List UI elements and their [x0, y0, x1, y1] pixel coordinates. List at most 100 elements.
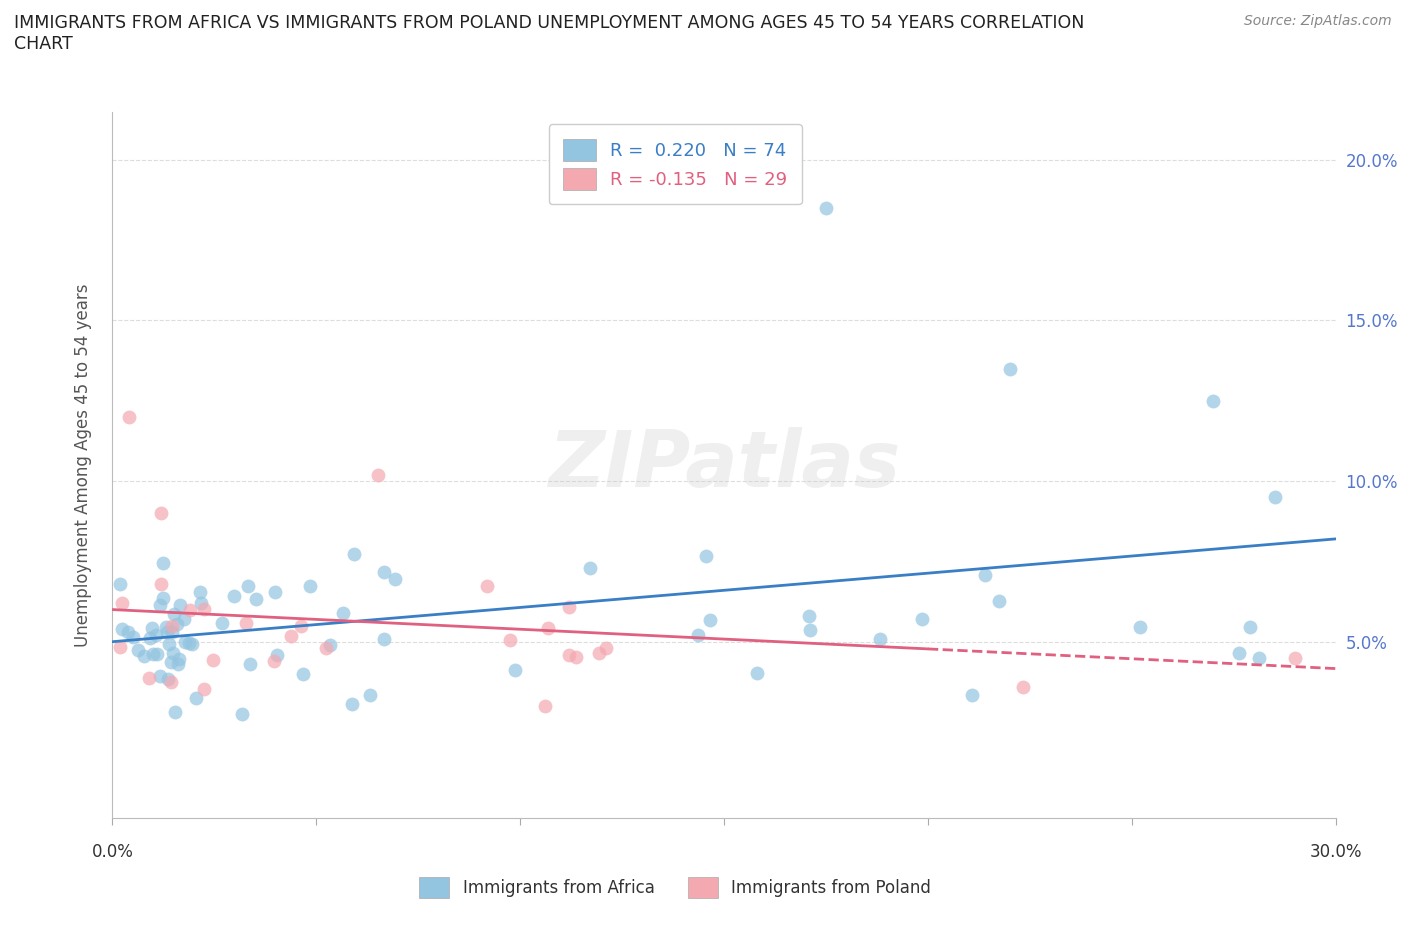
Point	[332, 605, 354, 620]
Point	[235, 616, 257, 631]
Point	[160, 625, 183, 640]
Point	[1227, 645, 1250, 660]
Point	[162, 646, 184, 661]
Point	[1129, 620, 1152, 635]
Point	[156, 624, 179, 639]
Point	[108, 577, 131, 591]
Point	[499, 633, 522, 648]
Point	[815, 201, 838, 216]
Point	[315, 641, 337, 656]
Point	[264, 584, 287, 599]
Point	[190, 596, 212, 611]
Point	[156, 671, 179, 686]
Point	[141, 620, 163, 635]
Point	[193, 682, 215, 697]
Point	[960, 687, 983, 702]
Point	[299, 578, 322, 593]
Point	[202, 653, 225, 668]
Point	[149, 669, 172, 684]
Point	[340, 697, 363, 711]
Point	[118, 409, 141, 424]
Point	[165, 705, 187, 720]
Point	[167, 657, 190, 671]
Text: Source: ZipAtlas.com: Source: ZipAtlas.com	[1244, 14, 1392, 28]
Point	[1284, 650, 1306, 665]
Point	[245, 592, 267, 607]
Point	[211, 616, 233, 631]
Point	[319, 638, 342, 653]
Point	[595, 641, 617, 656]
Point	[111, 622, 134, 637]
Point	[179, 603, 201, 618]
Point	[1202, 393, 1225, 408]
Point	[537, 620, 560, 635]
Point	[157, 636, 180, 651]
Point	[384, 571, 406, 586]
Point	[797, 609, 820, 624]
Point	[184, 690, 207, 705]
Point	[688, 628, 710, 643]
Point	[998, 361, 1021, 376]
Point	[117, 624, 139, 639]
Point	[160, 618, 183, 633]
Point	[138, 631, 160, 645]
Point	[180, 636, 202, 651]
Point	[974, 567, 997, 582]
Point	[565, 650, 588, 665]
Point	[373, 631, 395, 646]
Point	[1264, 490, 1286, 505]
Point	[231, 706, 253, 721]
Point	[174, 634, 197, 649]
Point	[169, 598, 191, 613]
Point	[163, 606, 186, 621]
Point	[127, 643, 149, 658]
Point	[292, 667, 315, 682]
Point	[1239, 619, 1261, 634]
Point	[558, 647, 581, 662]
Point	[699, 613, 721, 628]
Point	[280, 629, 302, 644]
Point	[236, 578, 259, 593]
Point	[179, 636, 201, 651]
Point	[111, 595, 134, 610]
Point	[477, 578, 499, 593]
Point	[150, 577, 173, 591]
Point	[343, 547, 366, 562]
Point	[155, 619, 177, 634]
Point	[1012, 679, 1035, 694]
Point	[579, 560, 602, 575]
Y-axis label: Unemployment Among Ages 45 to 54 years: Unemployment Among Ages 45 to 54 years	[73, 284, 91, 646]
Point	[266, 647, 288, 662]
Point	[503, 662, 526, 677]
Point	[160, 654, 183, 669]
Point	[160, 674, 183, 689]
Point	[146, 646, 169, 661]
Point	[745, 666, 768, 681]
Point	[134, 649, 156, 664]
Point	[150, 506, 173, 521]
Point	[152, 591, 174, 605]
Legend: Immigrants from Africa, Immigrants from Poland: Immigrants from Africa, Immigrants from …	[411, 870, 939, 906]
Point	[534, 699, 557, 714]
Point	[188, 585, 211, 600]
Point	[193, 602, 215, 617]
Point	[167, 652, 190, 667]
Point	[166, 617, 188, 631]
Point	[152, 555, 174, 570]
Point	[222, 589, 245, 604]
Point	[142, 646, 165, 661]
Point	[359, 688, 381, 703]
Text: IMMIGRANTS FROM AFRICA VS IMMIGRANTS FROM POLAND UNEMPLOYMENT AMONG AGES 45 TO 5: IMMIGRANTS FROM AFRICA VS IMMIGRANTS FRO…	[14, 14, 1084, 53]
Point	[366, 467, 388, 482]
Point	[173, 612, 195, 627]
Point	[263, 653, 285, 668]
Point	[799, 622, 821, 637]
Point	[1249, 651, 1271, 666]
Point	[121, 630, 143, 644]
Point	[138, 671, 160, 686]
Point	[145, 627, 167, 642]
Point	[108, 640, 131, 655]
Point	[911, 611, 934, 626]
Point	[557, 599, 579, 614]
Text: ZIPatlas: ZIPatlas	[548, 427, 900, 503]
